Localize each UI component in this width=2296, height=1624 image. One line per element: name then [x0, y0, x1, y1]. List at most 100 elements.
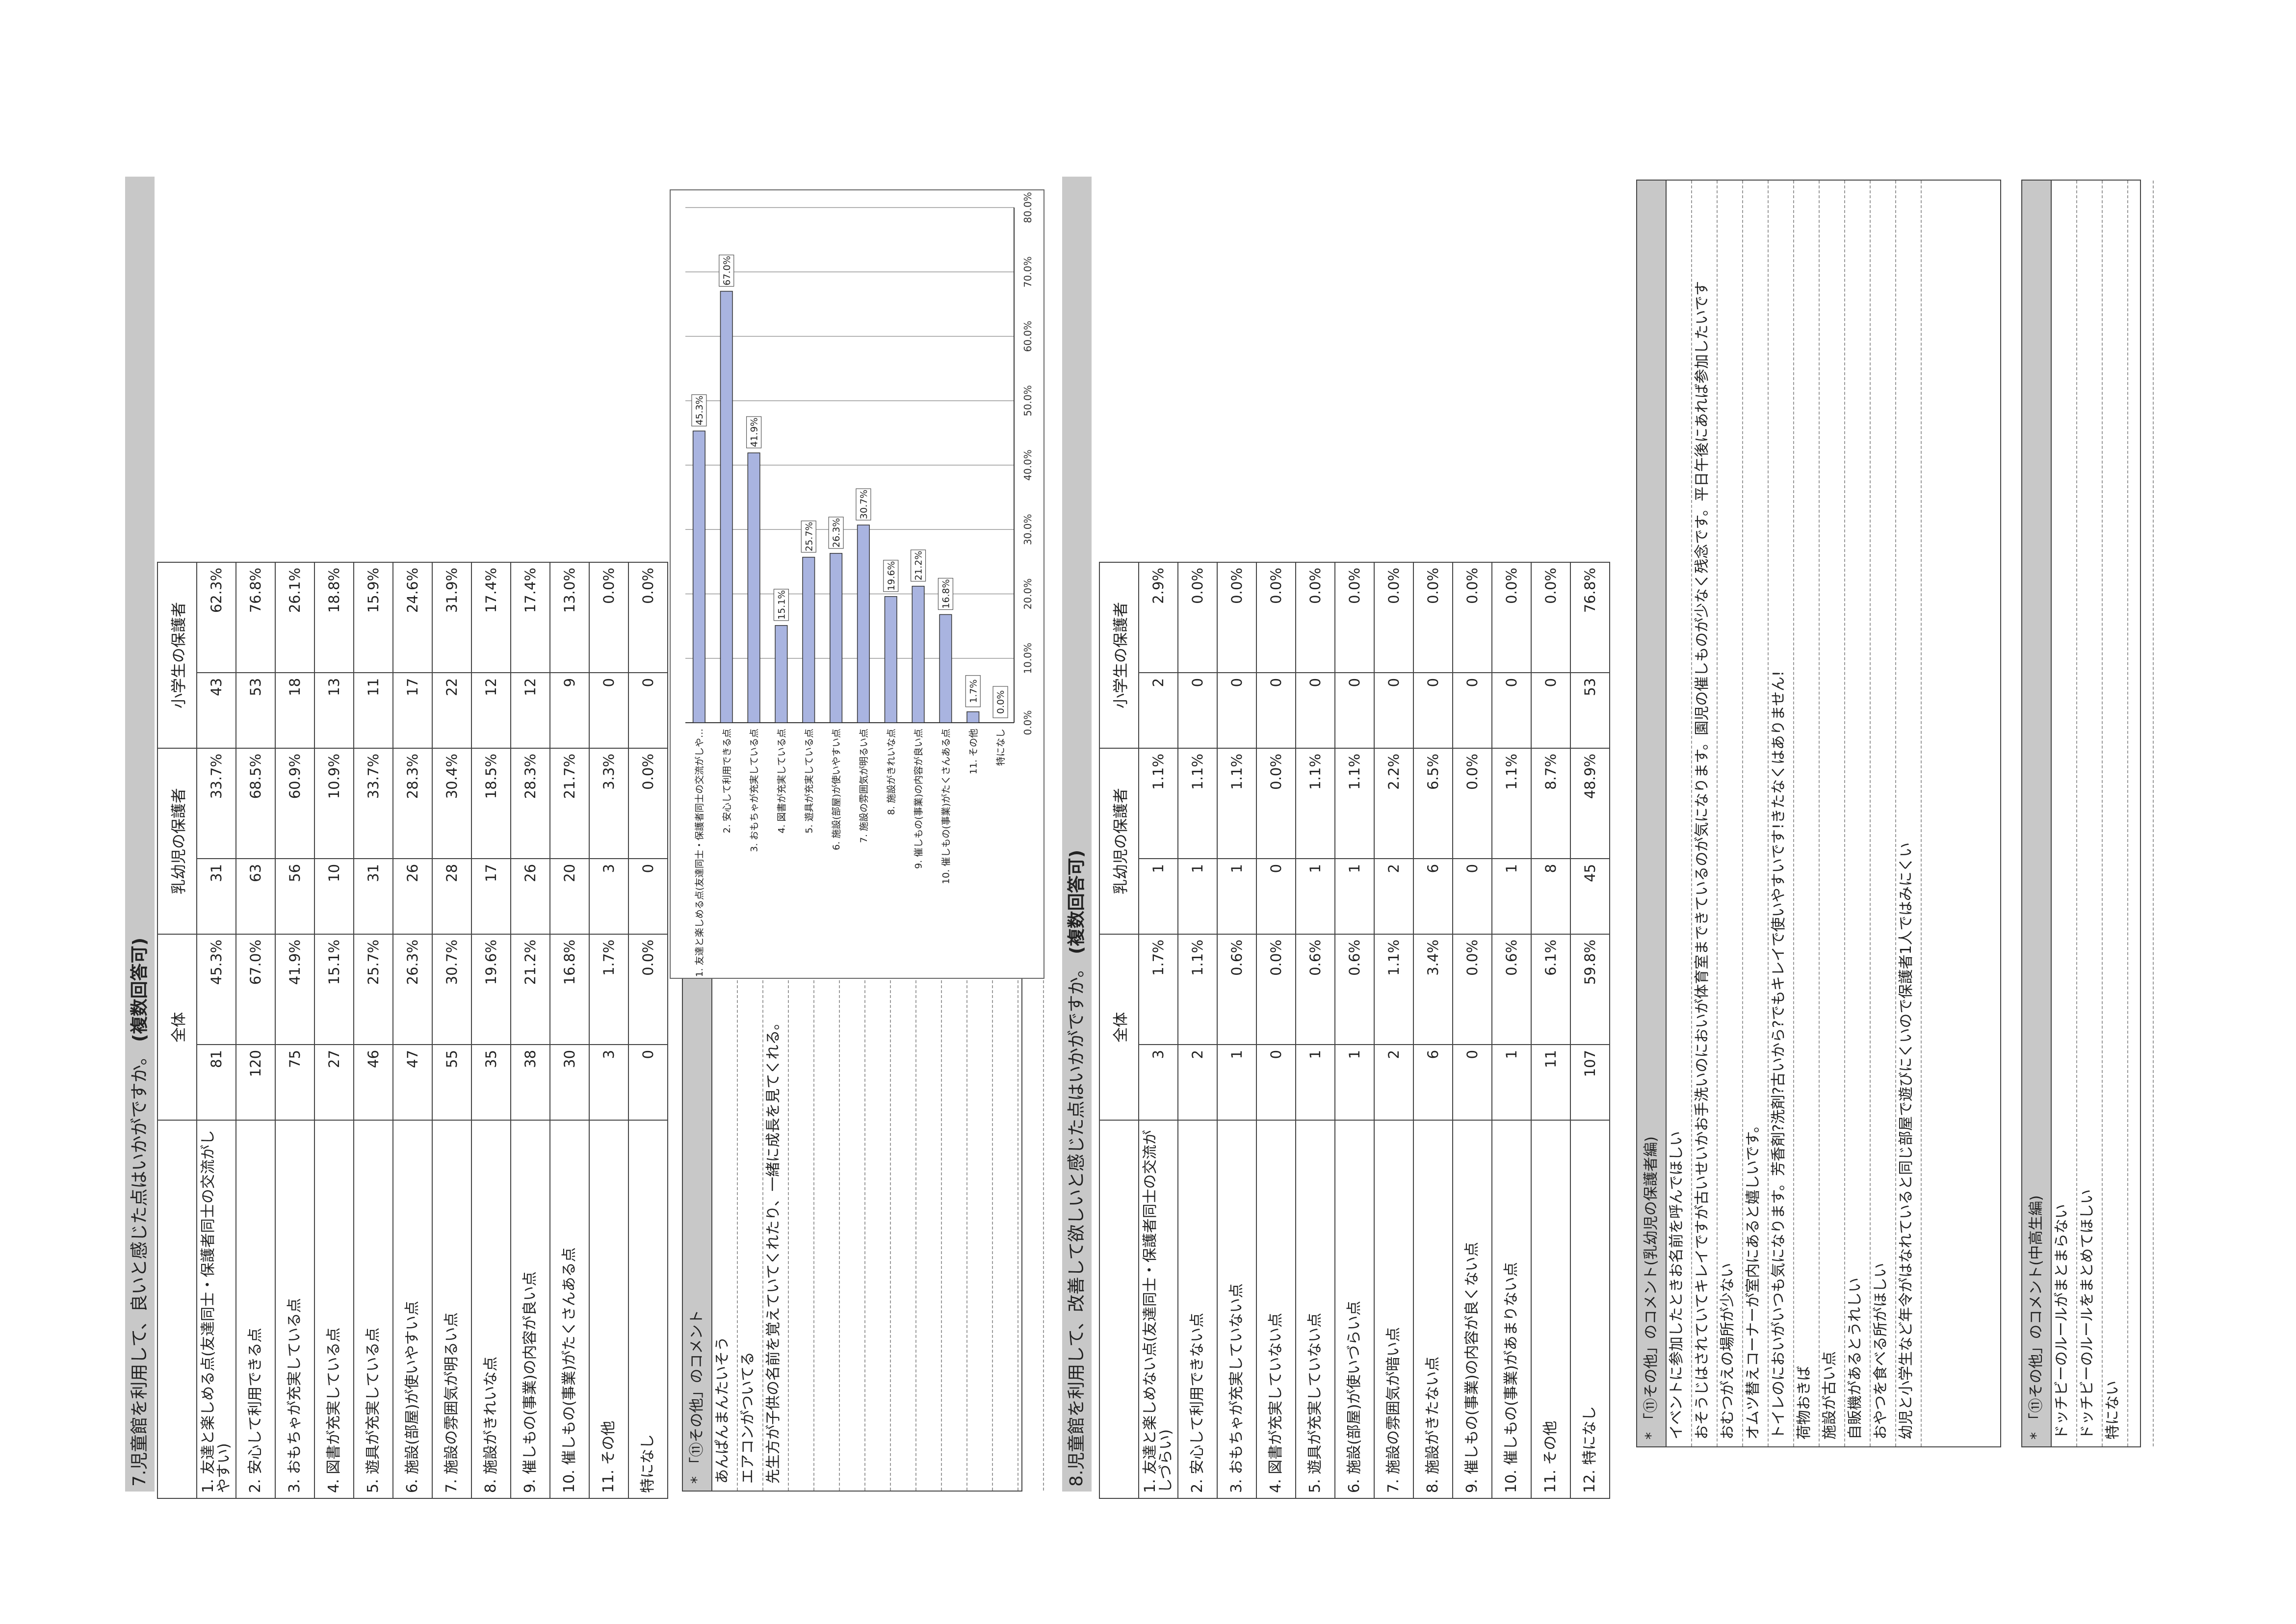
all-percent: 30.7% [432, 934, 471, 1045]
comment-item: トイレのにおいがいつも気になります。芳香剤?洗剤?古いから?でもキレイで使いやす… [1769, 181, 1794, 1446]
all-count: 55 [432, 1044, 471, 1121]
all-count: 3 [589, 1044, 628, 1121]
value-label-box [773, 589, 789, 621]
elementary-percent: 18.8% [314, 562, 354, 673]
value-label: 30.7% [859, 490, 869, 519]
elementary-percent: 0.0% [1256, 562, 1296, 673]
value-label: 19.6% [886, 561, 897, 591]
elementary-percent: 13.0% [550, 562, 589, 673]
elementary-count: 18 [275, 672, 314, 749]
table-row: 10. 催しもの(事業)があまりない点 1 0.6% 1 1.1% 0 0.0% [1492, 562, 1531, 1498]
row-label: 7. 施設の雰囲気が明るい点 [432, 1120, 471, 1498]
infant-count: 45 [1570, 858, 1610, 935]
all-count: 11 [1531, 1044, 1570, 1121]
category-label: 特になし [995, 729, 1006, 766]
row-label: 6. 施設(部屋)が使いづらい点 [1335, 1120, 1374, 1498]
all-count: 1 [1492, 1044, 1531, 1121]
value-label: 25.7% [804, 522, 814, 551]
comment-item: イベントに参加したときお名前を呼んでほしい [1667, 181, 1692, 1446]
value-label-box [883, 560, 899, 592]
value-label-box [691, 394, 707, 427]
all-count: 3 [1139, 1044, 1178, 1121]
row-label: 10. 催しもの(事業)がたくさんある点 [550, 1120, 589, 1498]
elementary-count: 22 [432, 672, 471, 749]
table-row: 6. 施設(部屋)が使いづらい点 1 0.6% 1 1.1% 0 0.0% [1335, 562, 1374, 1498]
elementary-count: 0 [1531, 672, 1570, 749]
elementary-percent: 0.0% [628, 562, 668, 673]
q7-title: 7.児童館を利用して、良いと感じた点はいかがですか。 (複数回答可) [125, 177, 155, 1492]
infant-percent: 28.3% [393, 748, 432, 859]
infant-count: 1 [1296, 858, 1335, 935]
infant-count: 31 [197, 858, 236, 935]
elementary-percent: 0.0% [1374, 562, 1413, 673]
all-count: 1 [1217, 1044, 1256, 1121]
row-label: 5. 遊具が充実していない点 [1296, 1120, 1335, 1498]
q8-data-table: 全体 乳幼児の保護者 小学生の保護者 1. 友達と楽しめない点(友達同士・保護者… [1099, 562, 1610, 1499]
elementary-count: 17 [393, 672, 432, 749]
category-label: 4. 図書が充実している点 [776, 729, 787, 834]
comment-item: ドッチビーのルールがまとまらない [2052, 181, 2077, 1446]
row-label: 8. 施設がきれいな点 [471, 1120, 511, 1498]
all-count: 1 [1296, 1044, 1335, 1121]
elementary-count: 0 [589, 672, 628, 749]
all-percent: 26.3% [393, 934, 432, 1045]
bar [830, 553, 843, 723]
bar [966, 711, 980, 723]
table-row: 2. 安心して利用できない点 2 1.1% 1 1.1% 0 0.0% [1178, 562, 1217, 1498]
table-row: 12. 特になし 107 59.8% 45 48.9% 53 76.8% [1570, 562, 1610, 1498]
all-count: 0 [1453, 1044, 1492, 1121]
elementary-percent: 0.0% [1335, 562, 1374, 673]
elementary-count: 0 [1256, 672, 1296, 749]
infant-percent: 2.2% [1374, 748, 1413, 859]
row-label: 7. 施設の雰囲気が暗い点 [1374, 1120, 1413, 1498]
row-label: 3. おもちゃが充実している点 [275, 1120, 314, 1498]
elementary-percent: 15.9% [354, 562, 393, 673]
table-row: 4. 図書が充実していない点 0 0.0% 0 0.0% 0 0.0% [1256, 562, 1296, 1498]
infant-percent: 21.7% [550, 748, 589, 859]
q7-header-all: 全体 [157, 934, 197, 1121]
infant-count: 10 [314, 858, 354, 935]
category-label: 1. 友達と楽しめる点(友達同士・保護者同士の交流がしや… [694, 729, 705, 977]
table-row: 特になし 0 0.0% 0 0.0% 0 0.0% [628, 562, 668, 1498]
infant-percent: 28.3% [511, 748, 550, 859]
all-count: 6 [1413, 1044, 1453, 1121]
infant-percent: 33.7% [354, 748, 393, 859]
infant-percent: 0.0% [628, 748, 668, 859]
all-percent: 6.1% [1531, 934, 1570, 1045]
elementary-count: 0 [1453, 672, 1492, 749]
infant-percent: 6.5% [1413, 748, 1453, 859]
category-label: 3. おもちゃが充実している点 [749, 729, 760, 852]
table-row: 2. 安心して利用できる点 120 67.0% 63 68.5% 53 76.8% [236, 562, 275, 1498]
q8-middle-comments-box: * 「⑪その他」のコメント(中高生編) ドッチビーのルールがまとまらない ドッチビ… [2021, 180, 2154, 1447]
value-label-box [828, 517, 844, 549]
comment-item: オムツ替えコーナーが室内にあると嬉しいです。 [1743, 181, 1769, 1446]
infant-percent: 1.1% [1492, 748, 1531, 859]
q8-middle-comments-title: * 「⑪その他」のコメント(中高生編) [2022, 181, 2052, 1446]
x-tick-label: 20.0% [1022, 578, 1034, 610]
bar [912, 586, 925, 723]
q8-table-wrap: 全体 乳幼児の保護者 小学生の保護者 1. 友達と楽しめない点(友達同士・保護者… [1099, 562, 1610, 1499]
all-count: 46 [354, 1044, 393, 1121]
elementary-count: 0 [1335, 672, 1374, 749]
x-tick-label: 70.0% [1022, 256, 1034, 288]
elementary-percent: 0.0% [1296, 562, 1335, 673]
comment-item: おそうじはされていてキレイですが古いせいかお手洗いのにおいが体育室まできているの… [1692, 181, 1718, 1446]
infant-count: 26 [393, 858, 432, 935]
elementary-count: 13 [314, 672, 354, 749]
value-label: 41.9% [749, 418, 760, 447]
value-label-box [938, 577, 954, 610]
elementary-count: 0 [1413, 672, 1453, 749]
all-count: 30 [550, 1044, 589, 1121]
all-count: 120 [236, 1044, 275, 1121]
table-row: 5. 遊具が充実していない点 1 0.6% 1 1.1% 0 0.0% [1296, 562, 1335, 1498]
value-label: 45.3% [694, 395, 705, 425]
value-label-box [910, 550, 926, 582]
x-tick-label: 10.0% [1022, 643, 1034, 674]
infant-percent: 8.7% [1531, 748, 1570, 859]
infant-count: 1 [1139, 858, 1178, 935]
infant-percent: 30.4% [432, 748, 471, 859]
comment-item: 先生方が子供の名前を覚えていてくれたり、一緒に成長を見てくれる。 [763, 975, 789, 1491]
infant-percent: 1.1% [1335, 748, 1374, 859]
x-tick-label: 30.0% [1022, 514, 1034, 545]
infant-percent: 33.7% [197, 748, 236, 859]
